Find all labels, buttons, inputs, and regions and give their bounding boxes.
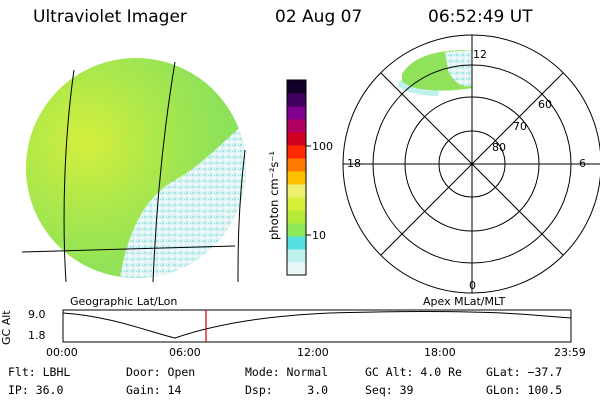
info-glat: GLat: −37.7 xyxy=(486,365,563,379)
xtick-0600: 06:00 xyxy=(169,346,201,359)
info-gc-alt: GC Alt: 4.0 Re xyxy=(365,365,462,379)
xtick-1800: 18:00 xyxy=(424,346,456,359)
apex-caption: Apex MLat/MLT xyxy=(423,295,506,308)
polar-plot xyxy=(342,34,600,294)
colorbar-band xyxy=(287,158,306,172)
colorbar-band xyxy=(287,210,306,224)
colorbar xyxy=(286,79,307,276)
colorbar-band xyxy=(287,236,306,250)
mlt-label-12: 12 xyxy=(473,48,487,61)
mlt-label-0: 0 xyxy=(469,279,476,292)
info-mode: Mode: Normal xyxy=(245,365,329,379)
altitude-track xyxy=(62,309,572,343)
colorbar-band xyxy=(287,80,306,94)
colorbar-tick-10: 10 xyxy=(312,229,326,242)
colorbar-band xyxy=(287,171,306,185)
colorbar-band xyxy=(287,93,306,107)
info-filter: Flt: LBHL xyxy=(8,365,71,379)
xtick-0000: 00:00 xyxy=(46,346,78,359)
time-label: 06:52:49 UT xyxy=(428,7,533,27)
colorbar-frame xyxy=(286,79,307,276)
info-dsp: Dsp: 3.0 xyxy=(245,383,329,397)
colorbar-band xyxy=(287,119,306,133)
colorbar-band xyxy=(287,145,306,159)
gc-alt-ylabel: GC Alt xyxy=(0,310,13,345)
colorbar-band xyxy=(287,184,306,198)
colorbar-unit-label: photon cm⁻²s⁻¹ xyxy=(267,151,281,240)
lat-lon-grid xyxy=(21,61,246,283)
colorbar-band xyxy=(287,223,306,237)
colorbar-band xyxy=(287,106,306,120)
date-label: 02 Aug 07 xyxy=(275,7,363,27)
mlt-label-18: 18 xyxy=(347,157,361,170)
colorbar-band xyxy=(287,197,306,211)
mlat-label-80: 80 xyxy=(492,141,506,154)
app-title: Ultraviolet Imager xyxy=(33,7,187,27)
colorbar-band xyxy=(287,249,306,263)
earth-image xyxy=(26,58,246,278)
ytick-1-8: 1.8 xyxy=(28,329,46,342)
info-seq: Seq: 39 xyxy=(365,383,414,397)
mlt-label-6: 6 xyxy=(579,157,586,170)
colorbar-band xyxy=(287,262,306,276)
mlat-label-60: 60 xyxy=(538,98,552,111)
colorbar-tick-100: 100 xyxy=(312,140,333,153)
xtick-2359: 23:59 xyxy=(554,346,586,359)
ytick-9: 9.0 xyxy=(28,308,46,321)
info-gain: Gain: 14 xyxy=(126,383,182,397)
info-ip: IP: 36.0 xyxy=(8,383,64,397)
colorbar-band xyxy=(287,132,306,146)
mlat-label-70: 70 xyxy=(513,120,527,133)
geographic-caption: Geographic Lat/Lon xyxy=(70,295,178,308)
xtick-1200: 12:00 xyxy=(297,346,329,359)
info-glon: GLon: 100.5 xyxy=(486,383,563,397)
info-door: Door: Open xyxy=(126,365,196,379)
